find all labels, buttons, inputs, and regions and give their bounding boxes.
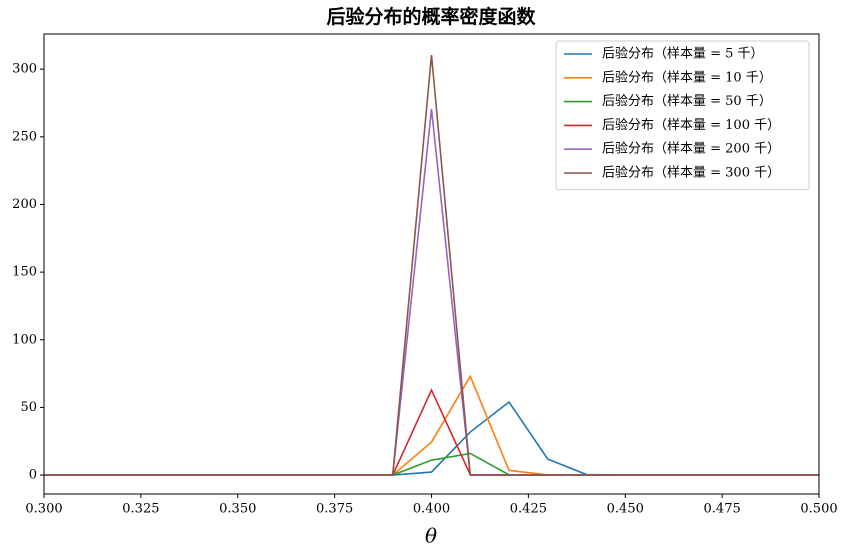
- plot-frame: [43, 33, 820, 495]
- x-tick-label: 0.325: [122, 502, 159, 517]
- x-tick-label: 0.375: [316, 502, 353, 517]
- x-tick-label: 0.350: [219, 502, 256, 517]
- legend-label: 后验分布（样本量 = 100 千）: [602, 117, 780, 133]
- legend-label: 后验分布（样本量 = 5 千）: [602, 46, 764, 62]
- x-tick-label: 0.475: [704, 502, 741, 517]
- series-line: [44, 55, 819, 476]
- x-tick-label: 0.450: [607, 502, 644, 517]
- legend-label: 后验分布（样本量 = 300 千）: [602, 165, 780, 181]
- y-tick-label: 250: [12, 129, 37, 144]
- x-axis-label: θ: [425, 524, 437, 548]
- x-tick-label: 0.400: [413, 502, 450, 517]
- y-tick-label: 100: [12, 332, 37, 347]
- y-tick-label: 150: [12, 265, 37, 280]
- y-tick-label: 50: [20, 400, 37, 415]
- y-tick-label: 200: [12, 197, 37, 212]
- y-tick-label: 300: [12, 62, 37, 77]
- series-line: [44, 400, 819, 476]
- series-line: [44, 388, 819, 476]
- chart-title: 后验分布的概率密度函数: [326, 5, 536, 28]
- legend-label: 后验分布（样本量 = 200 千）: [602, 141, 780, 157]
- legend-label: 后验分布（样本量 = 50 千）: [602, 93, 772, 109]
- legend-label: 后验分布（样本量 = 10 千）: [602, 69, 772, 85]
- x-tick-label: 0.425: [510, 502, 547, 517]
- legend: 后验分布（样本量 = 5 千） 后验分布（样本量 = 10 千） 后验分布（样本量 …: [555, 40, 810, 191]
- x-tick-label: 0.500: [800, 502, 837, 517]
- y-tick-label: 0: [29, 468, 37, 483]
- x-tick-label: 0.300: [25, 502, 62, 517]
- legend-box: [555, 40, 810, 191]
